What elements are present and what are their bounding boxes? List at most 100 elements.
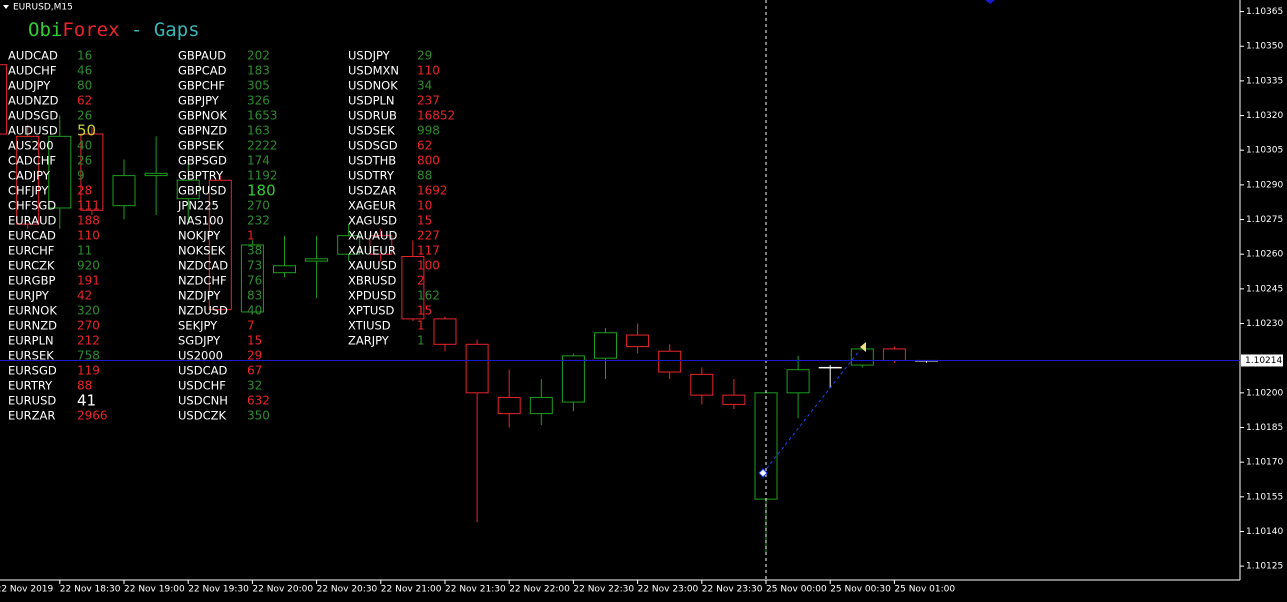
y-tick-label: 1.10200 — [1246, 388, 1283, 398]
symbol: EURPLN — [8, 334, 54, 348]
candle-body — [337, 235, 361, 255]
panel-title: ObiForex - Gaps — [28, 19, 200, 41]
gap-value: 162 — [417, 289, 440, 303]
gap-value: 80 — [77, 79, 92, 93]
y-tick-label: 1.10290 — [1246, 180, 1283, 190]
gap-value: 10 — [417, 199, 432, 213]
symbol: USDPLN — [348, 94, 395, 108]
x-tick-label: 25 Nov 00:30 — [830, 585, 891, 595]
symbol: USDCZK — [178, 409, 226, 423]
gap-value: 212 — [77, 334, 100, 348]
symbol: GBPAUD — [178, 49, 226, 63]
candle-body — [176, 179, 200, 200]
gap-value: 119 — [77, 364, 100, 378]
candle-body — [112, 175, 136, 207]
gap-value: 2 — [417, 274, 425, 288]
gap-value: 1 — [417, 334, 425, 348]
symbol: CHFSGD — [8, 199, 56, 213]
symbol: EURNOK — [8, 304, 57, 318]
symbol: SEKJPY — [178, 319, 218, 333]
candle-body — [305, 258, 329, 262]
symbol: XAUEUR — [348, 244, 396, 258]
candle-body — [369, 235, 393, 255]
candle-body — [0, 64, 8, 135]
x-tick-label: 22 Nov 19:00 — [124, 585, 185, 595]
gap-value: 2222 — [247, 139, 278, 153]
symbol: CADJPY — [8, 169, 51, 183]
gap-value: 26 — [77, 109, 92, 123]
gap-value: 1 — [247, 229, 255, 243]
candle-body — [273, 265, 296, 274]
candle-body — [850, 348, 874, 366]
symbol: EURUSD — [8, 394, 56, 408]
candle-body — [80, 133, 104, 211]
x-tick-label: 22 Nov 19:30 — [188, 585, 249, 595]
y-tick-label: 1.10260 — [1246, 250, 1283, 260]
gap-value: 163 — [247, 124, 270, 138]
title-part: Obi — [28, 19, 62, 41]
candle-body — [16, 135, 40, 225]
symbol: GBPJPY — [178, 94, 220, 108]
symbol: EURZAR — [8, 409, 55, 423]
symbol: EURTRY — [8, 379, 53, 393]
x-tick-label: 22 Nov 18:30 — [60, 585, 121, 595]
gap-value: 40 — [77, 139, 92, 153]
symbol: AUDCHF — [8, 64, 56, 78]
symbol: NZDCHF — [178, 274, 227, 288]
y-tick-label: 1.10320 — [1246, 111, 1283, 121]
symbol: AUDJPY — [8, 79, 51, 93]
gap-value: 183 — [247, 64, 270, 78]
gap-value: 83 — [247, 289, 262, 303]
candle-body — [144, 172, 168, 177]
gap-value: 7 — [247, 319, 255, 333]
gap-value: 920 — [77, 259, 100, 273]
gap-value: 41 — [77, 392, 96, 410]
gap-value: 16852 — [417, 109, 455, 123]
candle-body — [658, 350, 682, 373]
arrow-marker — [860, 342, 866, 352]
symbol: NZDCAD — [178, 259, 228, 273]
gap-value: 305 — [247, 79, 270, 93]
gap-value: 111 — [77, 199, 100, 213]
gap-value: 29 — [247, 349, 262, 363]
gap-value: 110 — [77, 229, 100, 243]
symbol: JPN225 — [177, 199, 219, 213]
gap-value: 29 — [417, 49, 432, 63]
gap-value: 188 — [77, 214, 100, 228]
symbol: USDZAR — [348, 184, 396, 198]
symbol: USDTHB — [348, 154, 396, 168]
gap-value: 1 — [417, 319, 425, 333]
gap-value: 174 — [247, 154, 270, 168]
symbol: EURCHF — [8, 244, 54, 258]
x-tick-label: 22 Nov 23:00 — [638, 585, 699, 595]
candle-body — [818, 366, 842, 369]
symbol: AUS200 — [8, 139, 54, 153]
candle-body — [786, 369, 810, 394]
gap-value: 88 — [77, 379, 92, 393]
gap-value: 1692 — [417, 184, 448, 198]
gap-value: 88 — [417, 169, 432, 183]
gap-value: 40 — [247, 304, 262, 318]
gap-value: 15 — [247, 334, 262, 348]
gap-value: 15 — [417, 304, 432, 318]
symbol: USDCAD — [178, 364, 227, 378]
symbol: XAGUSD — [348, 214, 397, 228]
candle-body — [690, 373, 714, 396]
candle-body — [401, 255, 425, 320]
y-tick-label: 1.10335 — [1246, 76, 1283, 86]
marker — [985, 0, 995, 4]
symbol: EURNZD — [8, 319, 57, 333]
gap-value: 998 — [417, 124, 440, 138]
menu-triangle[interactable] — [3, 5, 9, 9]
symbol: EURCAD — [8, 229, 56, 243]
gap-value: 320 — [77, 304, 100, 318]
symbol: USDSGD — [348, 139, 398, 153]
candle-body — [882, 348, 906, 361]
gap-value: 28 — [77, 184, 92, 198]
y-tick-label: 1.10155 — [1246, 492, 1283, 502]
gap-value: 34 — [417, 79, 432, 93]
y-tick-label: 1.10185 — [1246, 423, 1283, 433]
candle-body — [594, 332, 617, 359]
symbol: XPTUSD — [348, 304, 395, 318]
